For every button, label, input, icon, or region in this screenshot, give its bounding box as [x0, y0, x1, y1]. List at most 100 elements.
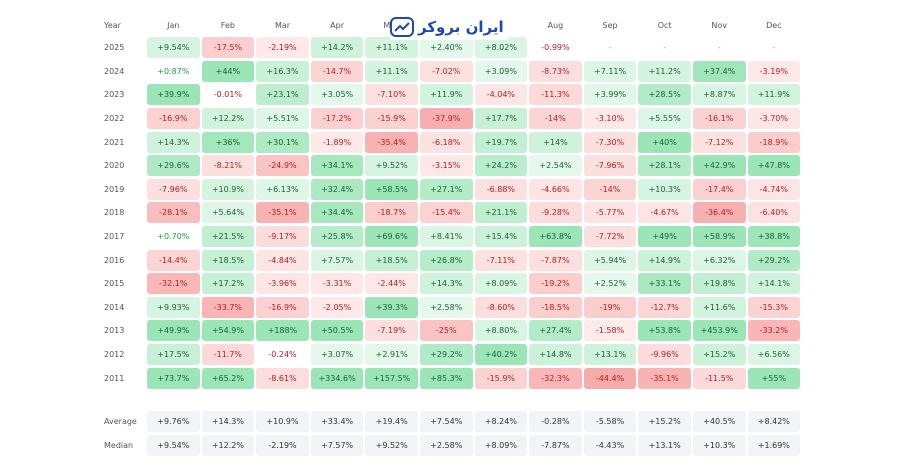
- heatmap-cell: -9.28%: [529, 202, 582, 224]
- heatmap-cell: -37.9%: [419, 108, 473, 130]
- summary-rows: Average +9.76% +14.3% +10.9% +33.4% +19.4% +7.…: [96, 410, 802, 458]
- heatmap-cell: +19.8%: [692, 273, 746, 295]
- heatmap-cell: +44%: [201, 60, 255, 82]
- heatmap-cell: +21.5%: [201, 226, 255, 248]
- heatmap-cell: +28.1%: [638, 155, 691, 177]
- heatmap-cell: +37.4%: [692, 60, 746, 82]
- heatmap-cell: +15.4%: [474, 226, 528, 248]
- heatmap-cell: -33.7%: [201, 296, 255, 318]
- heatmap-cell: -2.19%: [256, 37, 309, 59]
- summary-cell: +9.76%: [147, 411, 200, 433]
- heatmap-cell: +188%: [256, 320, 309, 342]
- heatmap-cell: +12.2%: [201, 108, 255, 130]
- heatmap-cell: -11.3%: [529, 84, 582, 106]
- heatmap-cell: +3.05%: [310, 84, 364, 106]
- summary-cell: +12.2%: [201, 435, 255, 457]
- heatmap-cell: +38.8%: [747, 226, 801, 248]
- heatmap-cell: -15.3%: [747, 296, 801, 318]
- heatmap-cell: -7.19%: [365, 320, 418, 342]
- summary-cell: +7.54%: [419, 411, 473, 433]
- heatmap-cell: -7.02%: [419, 60, 473, 82]
- heatmap-cell: -3.31%: [310, 273, 364, 295]
- heatmap-cell: +65.2%: [201, 367, 255, 389]
- heatmap-cell: -9.17%: [256, 226, 309, 248]
- heatmap-cell: +5.64%: [201, 202, 255, 224]
- year-label: 2013: [104, 326, 125, 336]
- heatmap-cell: +27.1%: [419, 178, 473, 200]
- heatmap-cell: +14.1%: [747, 273, 801, 295]
- heatmap-cell: -19%: [583, 296, 637, 318]
- heatmap-cell: +40%: [638, 131, 691, 153]
- heatmap-cell: -11.7%: [201, 344, 255, 366]
- heatmap-cell: -12.7%: [638, 296, 691, 318]
- heatmap-cell: -14.7%: [310, 60, 364, 82]
- year-row: 2023 +39.9% -0.01% +23.1% +3.05% -7.10% +11.9%…: [96, 83, 802, 107]
- column-header: Sep: [602, 20, 618, 30]
- heatmap-cell: +24.2%: [474, 155, 528, 177]
- heatmap-cell: -15.9%: [365, 108, 418, 130]
- heatmap-cell: +10.3%: [638, 178, 691, 200]
- heatmap-cell: -35.1%: [256, 202, 309, 224]
- heatmap-cell: -4.66%: [529, 178, 582, 200]
- heatmap-cell: +5.51%: [256, 108, 309, 130]
- heatmap-cell: -16.9%: [147, 108, 200, 130]
- summary-cell: +8.24%: [474, 411, 528, 433]
- year-label: 2025: [104, 43, 125, 53]
- heatmap-cell: -: [608, 43, 612, 53]
- heatmap-cell: -33.2%: [747, 320, 801, 342]
- heatmap-cell: -17.2%: [310, 108, 364, 130]
- heatmap-cell: +2.91%: [365, 344, 418, 366]
- summary-cell: -5.58%: [583, 411, 637, 433]
- heatmap-cell: +23.1%: [256, 84, 309, 106]
- heatmap-cell: -25%: [419, 320, 473, 342]
- heatmap-cell: +17.7%: [474, 108, 528, 130]
- heatmap-cell: +54.9%: [201, 320, 255, 342]
- heatmap-cell: +9.54%: [147, 37, 200, 59]
- heatmap-cell: +334.6%: [310, 367, 364, 389]
- heatmap-cell: -35.1%: [638, 367, 691, 389]
- heatmap-cell: +8.80%: [474, 320, 528, 342]
- corner-label: Year: [104, 20, 121, 30]
- heatmap-cell: -7.12%: [692, 131, 746, 153]
- heatmap-cell: +58.9%: [692, 226, 746, 248]
- heatmap-cell: -4.84%: [256, 249, 309, 271]
- heatmap-cell: +53.8%: [638, 320, 691, 342]
- heatmap-cell: +39.9%: [147, 84, 200, 106]
- year-label: 2018: [104, 208, 125, 218]
- heatmap-cell: +0.87%: [147, 60, 200, 82]
- heatmap-cell: +55%: [747, 367, 801, 389]
- heatmap-cell: -0.24%: [256, 344, 309, 366]
- heatmap-cell: -15.4%: [419, 202, 473, 224]
- heatmap-cell: +18.5%: [365, 249, 418, 271]
- heatmap-cell: -17.4%: [692, 178, 746, 200]
- heatmap-cell: -3.10%: [583, 108, 637, 130]
- column-header: Nov: [711, 20, 728, 30]
- heatmap-cell: +157.5%: [365, 367, 418, 389]
- heatmap-cell: -16.9%: [256, 296, 309, 318]
- summary-cell: +13.1%: [638, 435, 691, 457]
- year-row: 2014 +9.93% -33.7% -16.9% -2.05% +39.3% +2.58%…: [96, 296, 802, 320]
- heatmap-cell: +7.11%: [583, 60, 637, 82]
- column-header: Jan: [167, 20, 180, 30]
- summary-cell: +8.09%: [474, 435, 528, 457]
- heatmap-cell: +3.99%: [583, 84, 637, 106]
- heatmap-cell: -8.21%: [201, 155, 255, 177]
- year-row: 2018 -28.1% +5.64% -35.1% +34.4% -18.7% -15.4%…: [96, 201, 802, 225]
- heatmap-table: YearJanFebMarAprMayJunJulAugSepOctNovDec…: [96, 14, 802, 458]
- heatmap-cell: +29.2%: [747, 249, 801, 271]
- heatmap-cell: +2.58%: [419, 296, 473, 318]
- heatmap-cell: +28.5%: [638, 84, 691, 106]
- heatmap-cell: -2.44%: [365, 273, 418, 295]
- heatmap-cell: +11.9%: [419, 84, 473, 106]
- heatmap-cell: -19.2%: [529, 273, 582, 295]
- heatmap-cell: +29.6%: [147, 155, 200, 177]
- heatmap-cell: +39.3%: [365, 296, 418, 318]
- heatmap-cell: -2.05%: [310, 296, 364, 318]
- year-label: 2024: [104, 66, 125, 76]
- heatmap-cell: -7.96%: [583, 155, 637, 177]
- heatmap-cell: +3.09%: [474, 60, 528, 82]
- heatmap-cell: -28.1%: [147, 202, 200, 224]
- summary-cell: +33.4%: [310, 411, 364, 433]
- heatmap-cell: -7.30%: [583, 131, 637, 153]
- year-row: 2019 -7.96% +10.9% +6.13% +32.4% +58.5% +27.1%…: [96, 178, 802, 202]
